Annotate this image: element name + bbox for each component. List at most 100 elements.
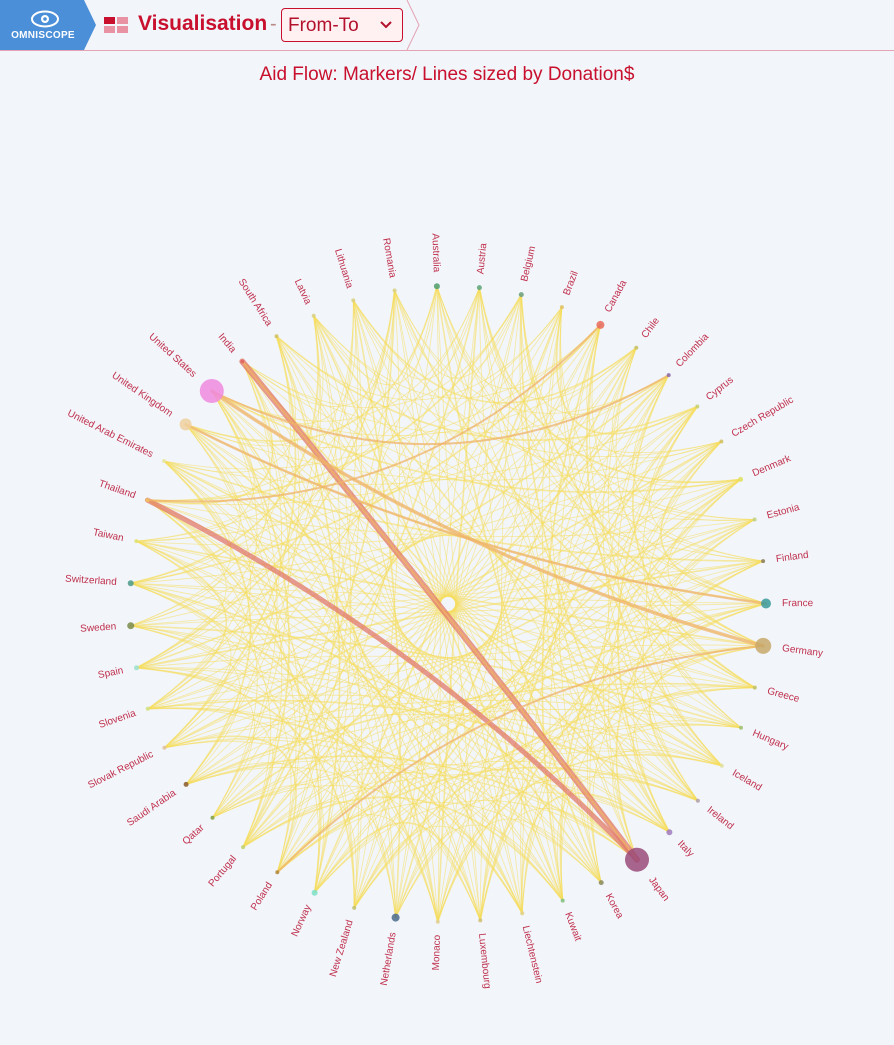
- major-flow-link[interactable]: [241, 360, 638, 861]
- flow-link[interactable]: [642, 406, 742, 729]
- flow-link[interactable]: [185, 762, 325, 893]
- flow-link[interactable]: [147, 499, 258, 818]
- flow-link[interactable]: [185, 424, 301, 873]
- flow-link[interactable]: [163, 460, 322, 893]
- country-marker[interactable]: [560, 898, 565, 903]
- flow-link[interactable]: [147, 707, 396, 918]
- flow-link[interactable]: [136, 290, 396, 669]
- flow-link[interactable]: [276, 766, 699, 873]
- flow-link[interactable]: [275, 335, 698, 441]
- flow-link[interactable]: [395, 479, 741, 918]
- flow-link[interactable]: [130, 290, 395, 627]
- flow-link[interactable]: [242, 290, 396, 848]
- flow-link[interactable]: [589, 479, 741, 883]
- flow-link[interactable]: [136, 667, 670, 833]
- flow-link[interactable]: [130, 625, 241, 785]
- flow-link[interactable]: [136, 479, 741, 546]
- flow-link[interactable]: [130, 324, 601, 584]
- flow-link[interactable]: [394, 290, 523, 914]
- country-marker[interactable]: [162, 459, 166, 463]
- flow-link[interactable]: [212, 785, 523, 914]
- flow-link[interactable]: [242, 287, 481, 848]
- country-marker[interactable]: [719, 763, 724, 768]
- flow-link[interactable]: [130, 582, 638, 861]
- flow-link[interactable]: [163, 406, 698, 485]
- flow-link[interactable]: [519, 294, 638, 860]
- country-marker[interactable]: [134, 539, 139, 544]
- flow-link[interactable]: [130, 406, 698, 627]
- flow-link[interactable]: [393, 290, 756, 689]
- flow-link[interactable]: [130, 582, 602, 883]
- country-marker[interactable]: [127, 580, 134, 587]
- flow-link[interactable]: [212, 645, 764, 819]
- major-flow-link[interactable]: [276, 644, 765, 874]
- flow-link[interactable]: [560, 519, 755, 901]
- flow-link[interactable]: [313, 315, 767, 604]
- flow-link[interactable]: [130, 582, 396, 918]
- flow-link[interactable]: [632, 374, 756, 689]
- country-marker[interactable]: [183, 781, 189, 787]
- flow-link[interactable]: [436, 286, 764, 562]
- flow-link[interactable]: [130, 424, 241, 584]
- flow-link[interactable]: [136, 540, 272, 848]
- country-marker[interactable]: [134, 665, 139, 671]
- country-marker[interactable]: [241, 845, 246, 850]
- country-marker[interactable]: [520, 911, 525, 916]
- flow-link[interactable]: [242, 774, 670, 848]
- flow-link[interactable]: [163, 335, 297, 749]
- flow-link[interactable]: [185, 424, 283, 848]
- flow-link[interactable]: [136, 667, 356, 908]
- flow-link[interactable]: [313, 315, 723, 767]
- flow-link[interactable]: [479, 374, 670, 921]
- flow-link[interactable]: [520, 294, 755, 520]
- major-flow-link[interactable]: [144, 497, 640, 863]
- flow-link[interactable]: [353, 290, 401, 908]
- flow-link[interactable]: [276, 300, 363, 873]
- flow-link[interactable]: [521, 687, 755, 914]
- flow-link[interactable]: [541, 324, 602, 901]
- flow-link[interactable]: [130, 460, 232, 627]
- flow-link[interactable]: [632, 519, 755, 833]
- flow-link[interactable]: [242, 796, 564, 902]
- flow-link[interactable]: [313, 315, 352, 893]
- country-marker[interactable]: [352, 905, 357, 910]
- flow-link[interactable]: [130, 625, 439, 922]
- flow-link[interactable]: [314, 750, 722, 893]
- flow-link[interactable]: [185, 424, 722, 481]
- flow-link[interactable]: [147, 699, 699, 802]
- flow-link[interactable]: [612, 720, 742, 860]
- country-marker[interactable]: [559, 305, 564, 310]
- country-marker[interactable]: [275, 870, 280, 875]
- flow-link[interactable]: [353, 724, 742, 909]
- flow-link[interactable]: [211, 390, 278, 818]
- flow-link[interactable]: [146, 499, 321, 893]
- flow-link[interactable]: [136, 667, 699, 802]
- country-marker[interactable]: [761, 598, 771, 609]
- flow-link[interactable]: [163, 460, 297, 873]
- flow-link[interactable]: [130, 286, 438, 584]
- flow-link[interactable]: [163, 306, 563, 470]
- flow-link[interactable]: [185, 361, 282, 785]
- flow-link[interactable]: [130, 441, 722, 584]
- flow-link[interactable]: [147, 694, 722, 767]
- flow-link[interactable]: [615, 347, 764, 647]
- country-marker[interactable]: [311, 313, 316, 318]
- flow-link[interactable]: [130, 625, 320, 893]
- flow-link[interactable]: [185, 766, 481, 921]
- flow-link[interactable]: [164, 735, 297, 873]
- country-marker[interactable]: [162, 745, 167, 750]
- flow-link[interactable]: [632, 686, 755, 833]
- flow-link[interactable]: [276, 335, 764, 562]
- flow-link[interactable]: [242, 300, 359, 848]
- flow-link[interactable]: [520, 294, 764, 647]
- flow-link[interactable]: [135, 540, 227, 710]
- flow-link[interactable]: [521, 560, 764, 914]
- flow-link[interactable]: [646, 441, 723, 766]
- flow-link[interactable]: [437, 406, 698, 922]
- flow-link[interactable]: [147, 374, 669, 506]
- country-marker[interactable]: [145, 706, 150, 711]
- flow-link[interactable]: [211, 300, 356, 425]
- country-marker[interactable]: [739, 725, 743, 730]
- flow-link[interactable]: [617, 374, 699, 801]
- flow-link[interactable]: [136, 374, 670, 669]
